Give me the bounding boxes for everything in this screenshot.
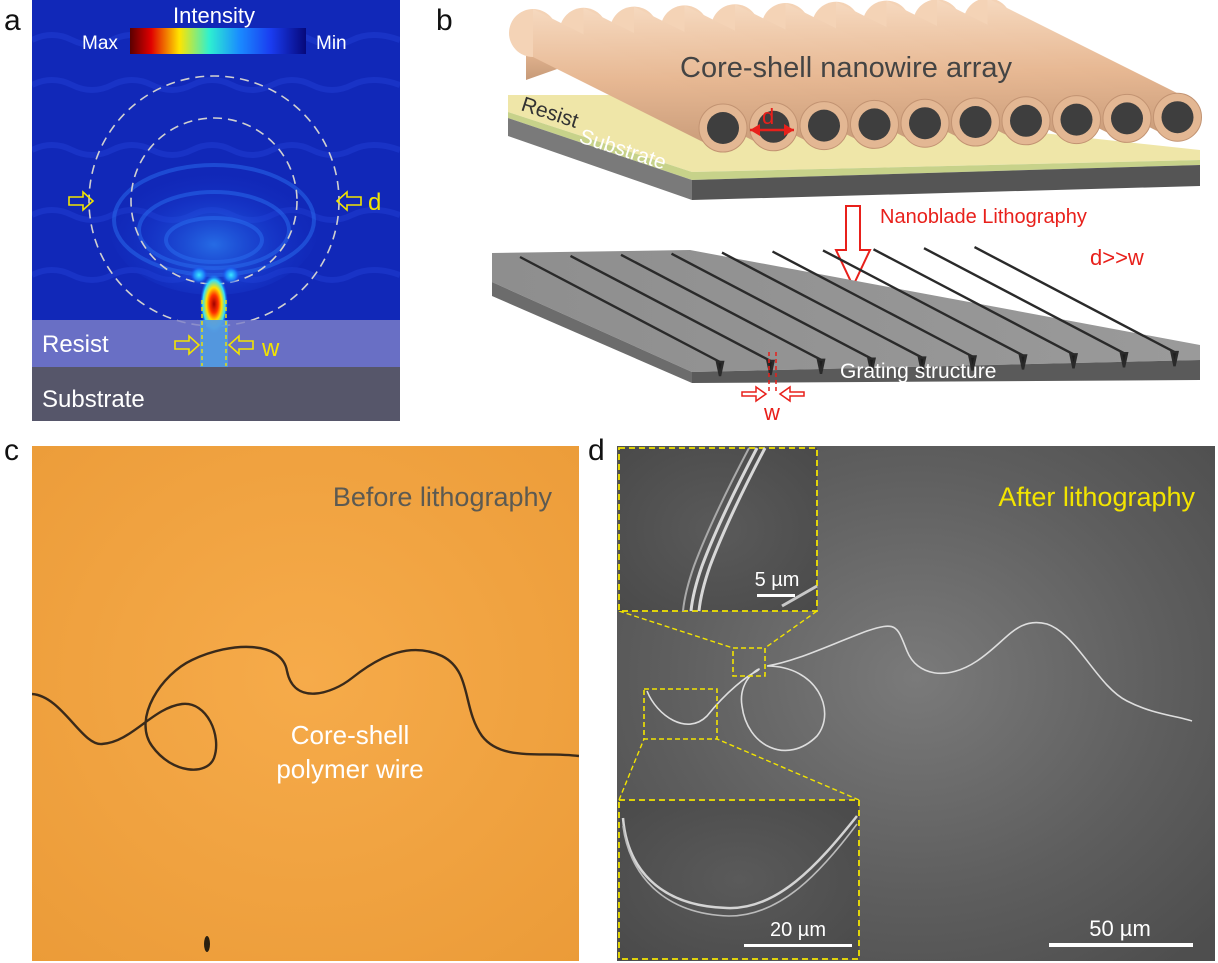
grating-notch xyxy=(715,360,725,377)
d-label: d xyxy=(762,104,774,129)
substrate-side xyxy=(508,118,692,200)
nanowire-core xyxy=(1010,104,1042,137)
grating-groove xyxy=(872,248,1075,356)
process-label: Nanoblade Lithography xyxy=(880,206,1087,228)
array-title: Core-shell nanowire array xyxy=(680,52,1013,84)
inset-bottom-scale-bar xyxy=(744,944,852,947)
panel-a-field-simulation: Intensity Max Min Resist Substrate w d xyxy=(32,0,400,421)
panel-d-sem-image: 5 µm 20 µm After lithography 50 µm xyxy=(617,446,1215,961)
arrow-left-icon xyxy=(778,385,805,403)
arrow-right-icon xyxy=(741,385,768,403)
arrow-right-icon xyxy=(68,190,95,212)
inset-top xyxy=(618,447,818,612)
nanowire-core xyxy=(909,107,941,140)
nanowire-core xyxy=(1161,101,1194,134)
polymer-wire xyxy=(32,645,579,771)
w-label: w xyxy=(261,335,280,362)
grating-notch xyxy=(917,356,927,372)
nanowire-core xyxy=(959,106,992,138)
d-label: d xyxy=(368,189,381,216)
grating-groove xyxy=(822,249,1024,357)
resist-label: Resist xyxy=(42,331,109,358)
nanowire-core xyxy=(757,110,790,143)
panel-b-schematic: Core-shell nanowire array Resist Substra… xyxy=(492,0,1202,425)
wire-label-line1: Core-shell xyxy=(291,720,410,750)
inset-top-scale-label: 5 µm xyxy=(755,569,800,591)
grating-notch xyxy=(1170,350,1179,367)
grating-label: Grating structure xyxy=(840,360,996,383)
zoom-box-bottom xyxy=(643,688,718,740)
arrow-left-icon xyxy=(227,334,254,356)
relation-label: d>>w xyxy=(1090,245,1144,270)
grating-groove xyxy=(923,247,1125,355)
substrate-front xyxy=(692,165,1200,200)
grating-notch xyxy=(968,355,977,371)
main-scale-label: 50 µm xyxy=(1089,916,1151,941)
nanowire-shell xyxy=(533,9,723,152)
grating-notch xyxy=(867,357,876,373)
panel-label-a: a xyxy=(4,4,21,37)
grating-notch xyxy=(1069,353,1078,369)
grating-groove xyxy=(973,246,1176,354)
grating-groove xyxy=(721,251,923,359)
field-hotspot xyxy=(200,274,228,334)
inner-core-outline xyxy=(130,117,298,285)
inset-top-scale-bar xyxy=(757,594,795,597)
grating-notch xyxy=(816,358,826,375)
nanowire-core xyxy=(1060,103,1093,136)
grating-notch xyxy=(1018,354,1028,370)
nanowire-core xyxy=(1111,102,1143,135)
colorbar-title: Intensity xyxy=(173,3,255,28)
process-arrow-icon xyxy=(834,205,872,289)
grating-groove xyxy=(569,254,772,362)
after-lithography-title: After lithography xyxy=(998,482,1195,512)
grating-groove xyxy=(519,255,721,364)
colorbar xyxy=(130,28,306,54)
nanowire-core xyxy=(858,108,891,141)
grating-notch xyxy=(1119,352,1129,368)
nanowire-core xyxy=(707,112,739,144)
nanowire-core xyxy=(808,109,840,142)
panel-label-b: b xyxy=(436,4,453,37)
arrow-left-icon xyxy=(335,190,362,212)
before-lithography-title: Before lithography xyxy=(333,482,553,512)
substrate-layer xyxy=(32,367,400,421)
debris-particle xyxy=(204,936,210,952)
panel-label-d: d xyxy=(588,434,605,467)
substrate-label: Substrate xyxy=(42,386,145,413)
lithographed-wire xyxy=(646,621,1193,752)
w-label: w xyxy=(763,400,780,425)
colorbar-max-label: Max xyxy=(82,33,118,54)
main-scale-bar xyxy=(1049,943,1193,947)
panel-c-optical-image: Before lithography Core-shell polymer wi… xyxy=(32,446,579,961)
arrow-right-icon xyxy=(174,334,201,356)
inset-bottom-scale-label: 20 µm xyxy=(770,919,826,941)
grating-groove xyxy=(620,253,822,361)
grating-groove xyxy=(771,250,974,358)
inset-bottom xyxy=(618,799,860,960)
colorbar-min-label: Min xyxy=(316,33,347,54)
panel-label-c: c xyxy=(4,434,19,467)
zoom-box-top xyxy=(732,647,766,677)
grating-groove xyxy=(670,252,873,360)
wire-label-line2: polymer wire xyxy=(276,754,423,784)
